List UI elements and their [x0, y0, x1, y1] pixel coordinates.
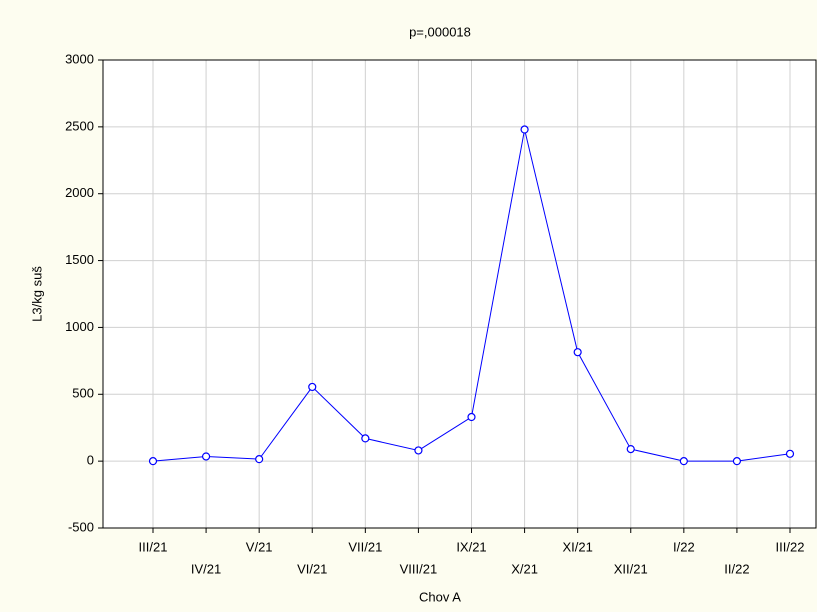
x-tick-label: IV/21	[191, 561, 221, 576]
y-tick-label: 500	[72, 386, 94, 401]
data-point	[732, 457, 742, 466]
x-tick-label: XII/21	[614, 561, 648, 576]
data-point	[361, 434, 370, 443]
data-point	[148, 457, 158, 466]
data-point	[573, 348, 582, 357]
data-point	[414, 446, 423, 455]
data-point	[255, 455, 264, 464]
data-point	[626, 445, 635, 454]
data-point	[679, 457, 688, 466]
x-tick-label: VIII/21	[400, 561, 438, 576]
x-tick-label: III/22	[776, 539, 805, 554]
chart-title: p=,000018	[409, 24, 471, 39]
x-tick-label: I/22	[673, 539, 695, 554]
x-tick-label: X/21	[511, 561, 538, 576]
y-tick-label: -500	[68, 519, 94, 534]
y-tick-label: 1500	[65, 252, 94, 267]
data-point	[201, 452, 211, 461]
y-axis-label: L3/kg suš	[29, 266, 44, 322]
y-tick-label: 3000	[65, 51, 94, 66]
data-point	[520, 125, 529, 134]
data-point	[785, 449, 795, 458]
plot-frame	[102, 59, 817, 529]
y-tick-label: 2000	[65, 185, 94, 200]
y-tick-label: 1000	[65, 319, 94, 334]
y-tick-label: 2500	[65, 118, 94, 133]
x-tick-label: XI/21	[562, 539, 592, 554]
x-tick-label: VII/21	[348, 539, 382, 554]
x-tick-label: VI/21	[297, 561, 327, 576]
plot-area	[102, 59, 817, 529]
data-point	[467, 412, 476, 422]
x-axis-label: Chov A	[419, 589, 461, 604]
x-tick-label: III/21	[139, 539, 168, 554]
y-tick-label: 0	[87, 453, 94, 468]
x-tick-label: V/21	[246, 539, 273, 554]
x-tick-label: II/22	[724, 561, 749, 576]
data-point	[308, 382, 317, 392]
x-tick-label: IX/21	[456, 539, 486, 554]
